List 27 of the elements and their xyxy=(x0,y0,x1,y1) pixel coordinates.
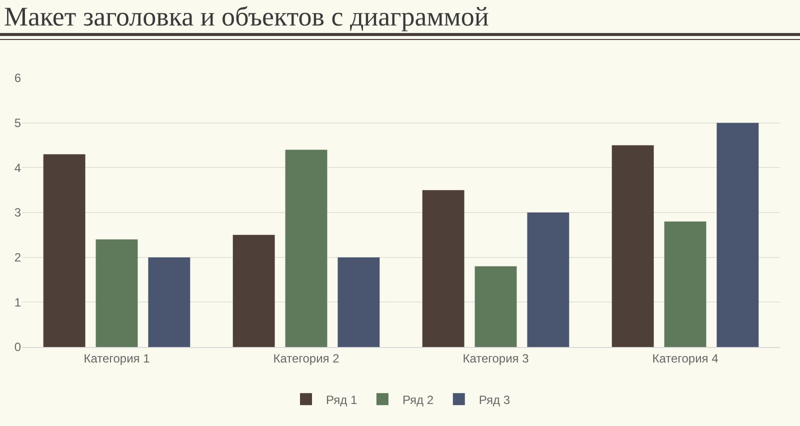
y-tick-label: 4 xyxy=(14,160,22,175)
y-tick-label: 6 xyxy=(14,71,22,86)
chart-title: Макет заголовка и объектов с диаграммой xyxy=(4,1,489,32)
x-tick-label: Категория 4 xyxy=(652,351,719,366)
bar xyxy=(148,257,190,347)
bar xyxy=(664,221,706,347)
bar xyxy=(43,154,86,347)
bar xyxy=(232,234,275,347)
bar xyxy=(422,190,464,347)
bar xyxy=(285,150,328,347)
x-tick-label: Категория 1 xyxy=(84,351,150,366)
bar xyxy=(96,239,138,347)
x-tick-label: Категория 2 xyxy=(273,351,340,366)
x-tick-label: Категория 3 xyxy=(462,351,530,366)
bar xyxy=(338,257,380,347)
bar xyxy=(474,266,517,347)
legend-label: Ряд 3 xyxy=(478,392,510,407)
bar xyxy=(612,145,654,347)
bar xyxy=(527,212,570,347)
y-tick-label: 0 xyxy=(14,340,22,354)
legend-label: Ряд 1 xyxy=(326,392,358,407)
y-tick-label: 5 xyxy=(14,116,22,130)
y-tick-label: 1 xyxy=(14,295,22,310)
y-tick-label: 2 xyxy=(14,250,22,265)
y-tick-label: 3 xyxy=(14,206,22,220)
bar xyxy=(716,122,759,347)
legend-label: Ряд 2 xyxy=(402,392,434,407)
